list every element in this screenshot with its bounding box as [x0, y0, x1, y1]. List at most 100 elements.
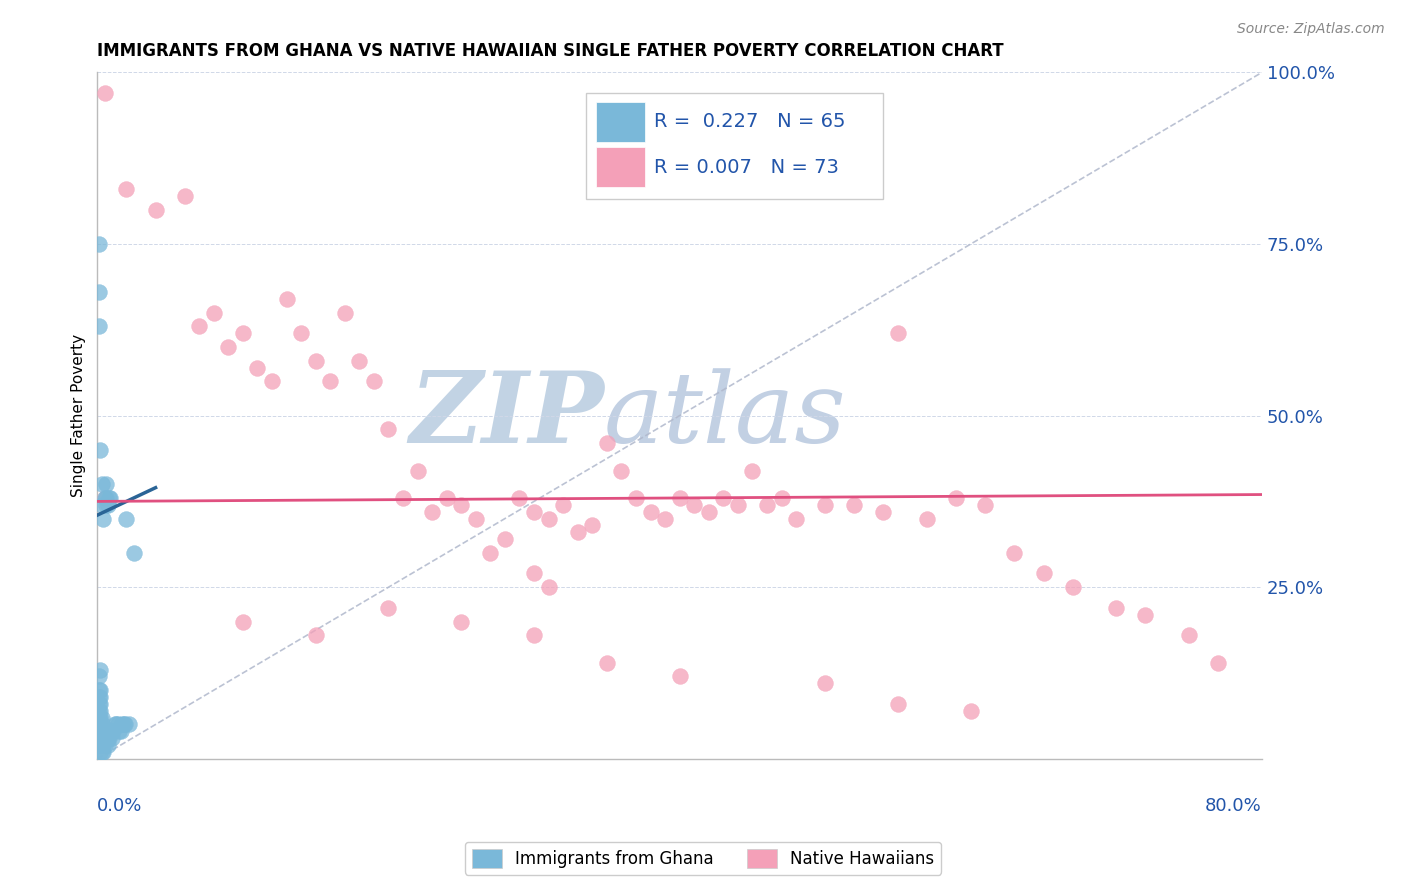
- Point: [89, 663, 111, 677]
- Point: [96, 498, 118, 512]
- Text: ZIP: ZIP: [409, 368, 605, 464]
- FancyBboxPatch shape: [586, 93, 883, 200]
- Point: [91, 745, 114, 759]
- Point: [108, 724, 131, 739]
- Point: [87, 710, 110, 724]
- Point: [450, 498, 472, 512]
- Point: [100, 724, 122, 739]
- Point: [1135, 607, 1157, 622]
- Point: [110, 724, 132, 739]
- Point: [115, 182, 138, 196]
- Point: [89, 683, 111, 698]
- Point: [654, 511, 676, 525]
- Point: [727, 498, 749, 512]
- Point: [567, 525, 589, 540]
- Point: [697, 505, 720, 519]
- Point: [610, 463, 633, 477]
- Text: 80.0%: 80.0%: [1205, 797, 1263, 814]
- Point: [94, 491, 117, 505]
- Point: [118, 717, 141, 731]
- Point: [89, 738, 111, 752]
- Point: [377, 422, 399, 436]
- Point: [319, 374, 342, 388]
- Point: [89, 690, 111, 704]
- Point: [1178, 628, 1201, 642]
- Point: [523, 628, 546, 642]
- Point: [232, 615, 254, 629]
- Point: [406, 463, 429, 477]
- Point: [785, 511, 807, 525]
- Point: [111, 717, 134, 731]
- Text: atlas: atlas: [605, 368, 846, 463]
- Point: [711, 491, 734, 505]
- Point: [89, 724, 111, 739]
- Point: [89, 442, 111, 457]
- Point: [553, 498, 575, 512]
- Point: [915, 511, 938, 525]
- Point: [87, 285, 110, 299]
- Point: [104, 717, 127, 731]
- Point: [87, 683, 110, 698]
- Point: [305, 353, 328, 368]
- Point: [93, 724, 115, 739]
- Point: [1206, 656, 1229, 670]
- Point: [90, 710, 112, 724]
- Point: [581, 518, 603, 533]
- Point: [1062, 580, 1084, 594]
- Point: [87, 731, 110, 746]
- Point: [93, 86, 115, 100]
- Point: [596, 656, 619, 670]
- Point: [537, 580, 560, 594]
- Point: [377, 600, 399, 615]
- Y-axis label: Single Father Poverty: Single Father Poverty: [72, 334, 86, 497]
- Point: [93, 738, 115, 752]
- Point: [814, 498, 837, 512]
- Point: [89, 745, 111, 759]
- Point: [105, 717, 128, 731]
- Point: [87, 237, 110, 252]
- Point: [945, 491, 967, 505]
- Point: [188, 319, 211, 334]
- Point: [89, 731, 111, 746]
- Point: [103, 724, 125, 739]
- Point: [101, 731, 124, 746]
- Point: [90, 731, 112, 746]
- Point: [101, 724, 124, 739]
- Point: [494, 532, 516, 546]
- Point: [450, 615, 472, 629]
- Point: [290, 326, 312, 341]
- Point: [87, 697, 110, 711]
- Point: [145, 202, 167, 217]
- Point: [93, 491, 115, 505]
- Point: [89, 704, 111, 718]
- Point: [122, 546, 145, 560]
- Text: 0.0%: 0.0%: [97, 797, 143, 814]
- Point: [89, 710, 111, 724]
- Point: [363, 374, 385, 388]
- Text: R = 0.007   N = 73: R = 0.007 N = 73: [654, 158, 839, 177]
- Point: [173, 189, 195, 203]
- Point: [770, 491, 793, 505]
- Point: [91, 738, 114, 752]
- Text: IMMIGRANTS FROM GHANA VS NATIVE HAWAIIAN SINGLE FATHER POVERTY CORRELATION CHART: IMMIGRANTS FROM GHANA VS NATIVE HAWAIIAN…: [97, 42, 1004, 60]
- Point: [260, 374, 283, 388]
- Point: [537, 511, 560, 525]
- Point: [87, 704, 110, 718]
- Point: [98, 731, 121, 746]
- Point: [464, 511, 486, 525]
- Point: [1105, 600, 1128, 615]
- Point: [523, 505, 546, 519]
- Point: [872, 505, 894, 519]
- Legend: Immigrants from Ghana, Native Hawaiians: Immigrants from Ghana, Native Hawaiians: [465, 842, 941, 875]
- Point: [420, 505, 443, 519]
- Point: [887, 326, 910, 341]
- Point: [89, 717, 111, 731]
- Point: [974, 498, 997, 512]
- Point: [217, 340, 239, 354]
- Point: [246, 360, 269, 375]
- Point: [90, 745, 112, 759]
- Point: [523, 566, 546, 581]
- Text: R =  0.227   N = 65: R = 0.227 N = 65: [654, 112, 845, 131]
- Point: [100, 491, 122, 505]
- Point: [112, 717, 135, 731]
